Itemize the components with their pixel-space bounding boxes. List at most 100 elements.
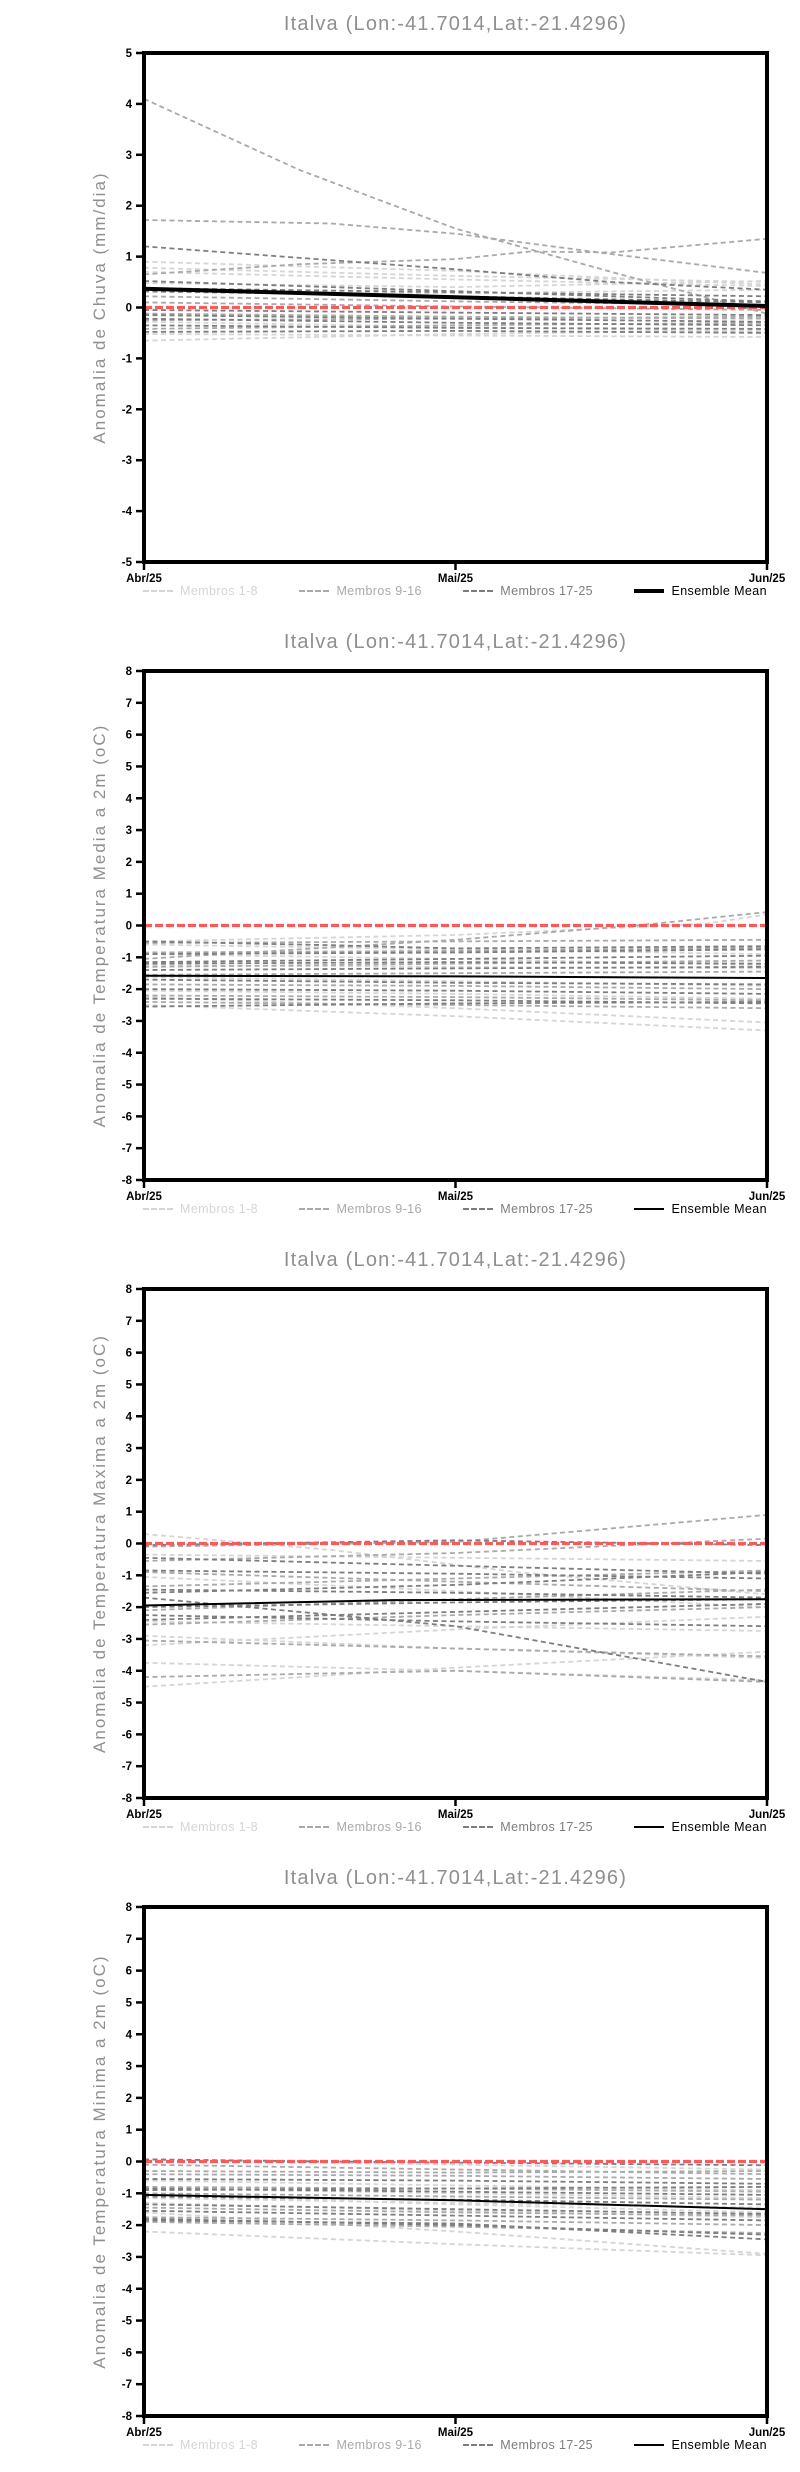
- legend-line-sample: [143, 1208, 173, 1210]
- y-tick-label: -2: [122, 984, 132, 996]
- chart-legend: Membros 1-8 Membros 9-16 Membros 17-25 Ense…: [143, 2438, 767, 2452]
- y-tick-label: 5: [126, 1997, 133, 2009]
- legend-item-membros-17-25: Membros 17-25: [463, 1202, 593, 1216]
- y-tick-label: -8: [122, 2411, 133, 2423]
- member-line-9-16: [143, 983, 768, 990]
- y-tick-label: -1: [122, 2188, 133, 2200]
- y-axis-label: Anomalia de Temperatura Media a 2m (oC): [90, 724, 109, 1128]
- y-tick-label: 0: [126, 303, 132, 315]
- member-line-1-8: [143, 1553, 768, 1562]
- y-tick-label: -4: [122, 1666, 133, 1678]
- y-tick-label: 3: [126, 825, 132, 837]
- member-line-9-16: [143, 970, 768, 976]
- y-tick-label: 0: [126, 2157, 132, 2169]
- y-tick-label: 3: [126, 1443, 132, 1455]
- legend-item-membros-1-8: Membros 1-8: [143, 584, 258, 598]
- legend-item-membros-1-8: Membros 1-8: [143, 1820, 258, 1834]
- max-temp-anomaly-plot: 8 7 6 5 4 3 2 1 0 -1 -2 -3 -4 -5 -6 -7 -8 Abr/25 Mai/25 Jun…: [90, 1284, 786, 1821]
- legend-label: Membros 9-16: [336, 584, 422, 598]
- ensemble-mean-line: [143, 1598, 768, 1607]
- legend-line-sample: [634, 1208, 665, 1210]
- legend-label: Membros 1-8: [180, 584, 259, 598]
- legend-item-membros-17-25: Membros 17-25: [463, 584, 593, 598]
- legend-label: Ensemble Mean: [671, 1202, 767, 1216]
- member-line-17-25: [143, 2217, 768, 2236]
- member-line-1-8: [143, 989, 768, 1000]
- y-tick-label: 4: [126, 793, 133, 805]
- y-tick-label: -2: [122, 1602, 132, 1614]
- legend-item-membros-9-16: Membros 9-16: [299, 584, 421, 598]
- legend-label: Ensemble Mean: [671, 584, 767, 598]
- legend-line-sample: [299, 2444, 330, 2446]
- y-tick-label: 2: [126, 2093, 132, 2105]
- y-tick-label: -6: [122, 1729, 132, 1741]
- y-tick-label: -7: [122, 1143, 132, 1155]
- legend-item-ensemble-mean: Ensemble Mean: [634, 1202, 767, 1216]
- y-tick-label: 7: [126, 1316, 132, 1328]
- y-tick-label: -3: [122, 2252, 132, 2264]
- member-line-17-25: [143, 317, 768, 327]
- member-line-9-16: [143, 1569, 768, 1588]
- member-line-17-25: [143, 314, 768, 323]
- member-line-1-8: [143, 1576, 768, 1608]
- member-line-17-25: [143, 988, 768, 995]
- legend-line-sample: [299, 1208, 330, 1210]
- member-line-9-16: [143, 2163, 768, 2176]
- legend-line-sample: [463, 1208, 494, 1210]
- member-line-17-25: [143, 948, 768, 955]
- y-tick-label: -1: [122, 952, 133, 964]
- member-line-17-25: [143, 245, 768, 291]
- legend-item-membros-1-8: Membros 1-8: [143, 2438, 258, 2452]
- member-line-17-25: [143, 1571, 768, 1594]
- legend-line-sample: [463, 1826, 494, 1828]
- chart-legend: Membros 1-8 Membros 9-16 Membros 17-25 Ense…: [143, 584, 767, 598]
- member-line-17-25: [143, 309, 768, 316]
- x-axis: Abr/25 Mai/25 Jun/25: [126, 1798, 786, 1821]
- x-tick-label: Jun/25: [749, 1809, 786, 1821]
- member-line-9-16: [143, 1001, 768, 1010]
- member-line-1-8: [143, 1615, 768, 1647]
- y-axis-label: Anomalia de Chuva (mm/dia): [90, 171, 109, 443]
- member-line-17-25: [143, 1556, 768, 1575]
- member-line-1-8: [143, 1661, 768, 1682]
- legend-item-membros-1-8: Membros 1-8: [143, 1202, 258, 1216]
- y-tick-label: -6: [122, 2347, 132, 2359]
- y-tick-label: 8: [126, 1284, 133, 1296]
- member-line-9-16: [143, 1571, 768, 1593]
- member-line-9-16: [143, 2192, 768, 2201]
- y-tick-label: -3: [122, 455, 132, 467]
- legend-label: Membros 1-8: [180, 1202, 259, 1216]
- legend-item-membros-9-16: Membros 9-16: [299, 1202, 421, 1216]
- ensemble-mean-line: [143, 2193, 768, 2211]
- legend-line-sample: [299, 590, 330, 592]
- member-line-9-16: [143, 219, 768, 274]
- y-tick-label: 8: [126, 666, 133, 678]
- y-tick-label: -5: [122, 2316, 133, 2328]
- legend-label: Membros 1-8: [180, 2438, 259, 2452]
- x-tick-label: Mai/25: [438, 1809, 474, 1821]
- y-tick-label: -6: [122, 1111, 132, 1123]
- y-tick-label: -5: [122, 1698, 133, 1710]
- y-tick-label: 6: [126, 1348, 132, 1360]
- member-lines: [143, 911, 768, 1032]
- y-tick-label: 1: [126, 1507, 133, 1519]
- x-axis: Abr/25 Mai/25 Jun/25: [126, 2416, 786, 2439]
- legend-label: Ensemble Mean: [671, 1820, 767, 1834]
- member-line-9-16: [143, 938, 768, 944]
- legend-label: Membros 1-8: [180, 1820, 259, 1834]
- rain-anomaly-plot: 5 4 3 2 1 0 -1 -2 -3 -4 -5 Abr/25 Mai/25 Jun/25 Anomal…: [90, 48, 786, 585]
- chart-rain-anomaly: Italva (Lon:-41.7014,Lat:-21.4296) 5 4 3 2 1…: [0, 0, 800, 618]
- member-line-9-16: [143, 959, 768, 968]
- member-line-1-8: [143, 1620, 768, 1632]
- y-tick-label: 7: [126, 1934, 132, 1946]
- legend-item-ensemble-mean: Ensemble Mean: [634, 1820, 767, 1834]
- member-line-17-25: [143, 978, 768, 986]
- mean-temp-anomaly-plot: 8 7 6 5 4 3 2 1 0 -1 -2 -3 -4 -5 -6 -7 -8 Abr/25 Mai/25 Jun…: [90, 666, 786, 1203]
- y-axis: 8 7 6 5 4 3 2 1 0 -1 -2 -3 -4 -5 -6 -7 -8: [122, 1902, 144, 2423]
- x-tick-label: Jun/25: [749, 1191, 786, 1203]
- member-line-17-25: [143, 961, 768, 965]
- y-tick-label: 0: [126, 921, 132, 933]
- y-tick-label: 5: [126, 48, 133, 60]
- member-line-17-25: [143, 954, 768, 963]
- member-line-9-16: [143, 1606, 768, 1626]
